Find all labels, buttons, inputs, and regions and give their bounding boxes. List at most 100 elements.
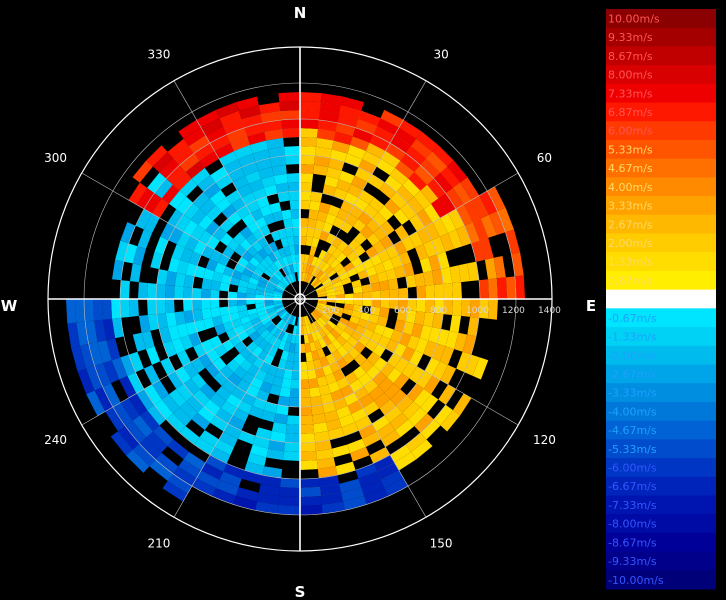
velocity-cell (291, 316, 297, 326)
velocity-cell (281, 256, 289, 267)
velocity-cell (251, 345, 263, 358)
velocity-cell (313, 340, 322, 351)
velocity-cell (365, 321, 377, 332)
velocity-cell (335, 294, 345, 299)
velocity-cell (286, 255, 293, 265)
velocity-cell (263, 184, 278, 197)
velocity-cell (416, 285, 426, 299)
velocity-cell (268, 252, 278, 263)
velocity-cell (335, 461, 356, 476)
velocity-cell (354, 386, 369, 401)
velocity-cell (319, 356, 330, 368)
velocity-cell (168, 257, 181, 273)
velocity-cell (326, 268, 337, 278)
velocity-cell (290, 254, 297, 264)
range-tick-label: 1200 (502, 306, 525, 316)
velocity-cell (215, 102, 239, 119)
colorbar-label: 4.00m/s (608, 181, 653, 194)
velocity-cell (300, 325, 304, 335)
velocity-cell (244, 461, 265, 476)
velocity-cell (292, 263, 298, 273)
velocity-cell (128, 351, 144, 373)
compass-south: S (295, 583, 306, 600)
velocity-cell (174, 285, 184, 299)
velocity-cell (320, 93, 343, 106)
velocity-cell (372, 212, 387, 227)
velocity-cell (345, 371, 359, 385)
colorbar-swatch (606, 121, 716, 141)
velocity-cell (434, 299, 444, 315)
velocity-cell (320, 314, 330, 324)
velocity-cell (378, 205, 394, 221)
velocity-cell (103, 360, 120, 384)
velocity-cell (190, 224, 206, 241)
velocity-cell (220, 400, 237, 416)
velocity-cell (326, 320, 337, 330)
velocity-cell (313, 267, 322, 278)
velocity-cell (212, 226, 227, 241)
velocity-cell (314, 308, 324, 315)
velocity-cell (305, 263, 312, 274)
velocity-cell (368, 314, 380, 324)
velocity-cell (245, 233, 258, 246)
velocity-cell (420, 419, 441, 440)
velocity-cell (319, 230, 330, 242)
velocity-cell (252, 397, 267, 411)
velocity-cell (102, 383, 121, 407)
velocity-cell (344, 303, 354, 311)
velocity-cell (347, 144, 366, 160)
velocity-cell (336, 376, 350, 390)
velocity-cell (425, 284, 435, 299)
colorbar-swatch (606, 532, 716, 553)
velocity-cell (263, 373, 275, 385)
velocity-cell (377, 249, 391, 263)
velocity-cell (125, 420, 147, 444)
velocity-cell (228, 305, 239, 314)
colorbar-label: 6.87m/s (608, 106, 653, 119)
velocity-cell (220, 314, 232, 324)
velocity-cell (311, 350, 320, 361)
velocity-cell (228, 299, 238, 307)
velocity-cell (432, 269, 444, 285)
velocity-cell (318, 384, 331, 396)
velocity-cell (318, 317, 327, 326)
velocity-cell (393, 373, 410, 390)
velocity-cell (389, 288, 399, 299)
velocity-cell (300, 110, 320, 120)
velocity-cell (352, 365, 367, 380)
velocity-cell (333, 262, 344, 273)
velocity-cell (136, 187, 155, 209)
velocity-cell (168, 227, 184, 245)
velocity-cell (316, 137, 334, 150)
velocity-cell (295, 254, 300, 264)
velocity-cell (175, 366, 191, 384)
velocity-cell (321, 501, 345, 514)
velocity-cell (377, 271, 388, 283)
velocity-cell (270, 155, 286, 167)
velocity-cell (236, 487, 259, 502)
velocity-cell (347, 438, 366, 454)
velocity-cell (440, 364, 457, 385)
velocity-cell (219, 110, 242, 127)
velocity-cell (380, 235, 394, 250)
velocity-cell (333, 325, 344, 336)
velocity-cell (318, 328, 327, 338)
velocity-cell (191, 167, 211, 186)
velocity-cell (307, 255, 314, 265)
velocity-cell (431, 343, 446, 362)
velocity-cell (328, 427, 345, 440)
colorbar-label: -7.33m/s (608, 499, 657, 512)
velocity-cell (384, 383, 401, 400)
velocity-cell (303, 316, 309, 326)
velocity-cell (278, 280, 287, 289)
velocity-cell (420, 184, 439, 204)
velocity-cell (214, 262, 226, 274)
velocity-cell (264, 353, 275, 365)
velocity-cell (462, 334, 477, 355)
velocity-cell (205, 220, 220, 236)
velocity-cell (395, 419, 415, 438)
velocity-cell (146, 431, 168, 453)
velocity-cell (275, 182, 289, 194)
velocity-cell (384, 478, 408, 497)
velocity-cell (223, 321, 235, 332)
